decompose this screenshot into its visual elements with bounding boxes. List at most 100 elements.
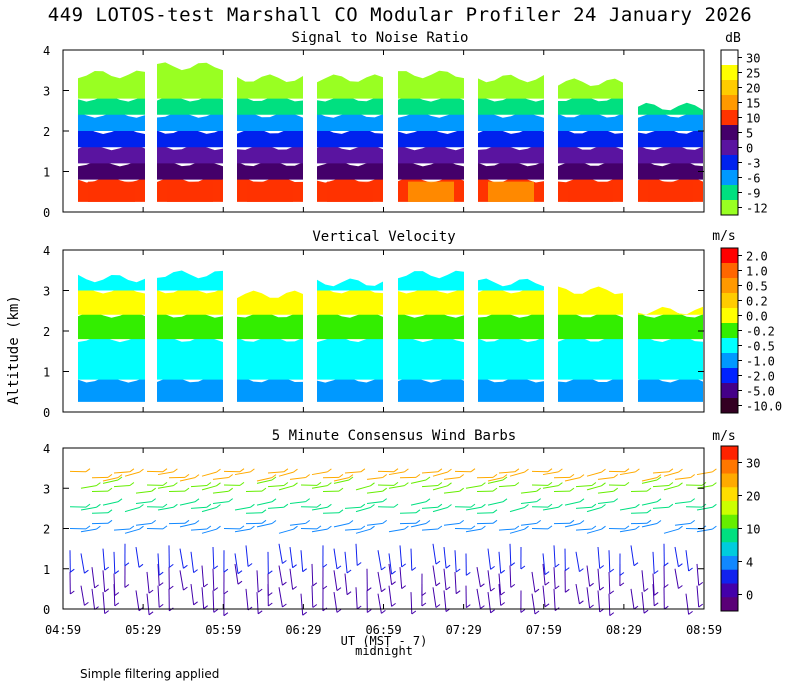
wind-barb-flag (261, 487, 267, 492)
heatmap-cell (317, 160, 383, 180)
colorbar-swatch (721, 50, 738, 66)
heatmap-cell (408, 181, 454, 202)
wind-barb-flag (203, 583, 208, 588)
wind-barb-flag (492, 519, 498, 524)
wind-barb-flag (327, 482, 332, 487)
wind-barb-flag (382, 520, 388, 524)
wind-barb-flag (117, 474, 123, 479)
heatmap-cell (478, 111, 544, 131)
wind-barb-flag (158, 582, 164, 586)
wind-barb-flag (599, 565, 605, 569)
wind-barb (619, 506, 636, 511)
wind-barb-flag (151, 498, 156, 503)
wind-barb (674, 477, 691, 480)
wind-barb (278, 543, 283, 564)
wind-barb-flag (437, 468, 443, 473)
wind-barb (278, 485, 294, 491)
wind-barb-flag (455, 568, 461, 573)
wind-barb (476, 588, 481, 609)
wind-barb (311, 585, 314, 608)
wind-barb-flag (514, 468, 520, 473)
wind-barb (410, 479, 427, 484)
x-tick-label: 06:59 (365, 623, 401, 637)
wind-barb-flag (305, 498, 311, 503)
wind-barb-flag (129, 525, 135, 530)
wind-barb-flag (85, 525, 91, 530)
wind-barb (641, 592, 645, 614)
wind-barb-flag (613, 498, 619, 503)
wind-barb-flag (459, 520, 465, 524)
y-tick-label: 3 (43, 85, 50, 99)
wind-barb (102, 501, 119, 506)
wind-barb-flag (162, 503, 168, 508)
colorbar-swatch (721, 446, 738, 461)
wind-barb (399, 567, 403, 589)
wind-barb (696, 471, 713, 476)
wind-barb-flag (524, 468, 529, 473)
wind-barb-flag (624, 525, 630, 530)
wind-barb (256, 477, 273, 482)
x-tick-label: 04:59 (45, 623, 81, 637)
wind-barb-flag (96, 525, 101, 530)
wind-barb (256, 570, 259, 593)
wind-barb-flag (336, 587, 342, 591)
wind-barb-flag (348, 474, 354, 479)
colorbar-label: 20 (746, 490, 760, 504)
wind-barb (190, 506, 207, 509)
wind-barb (234, 563, 239, 585)
colorbar-swatch (721, 293, 738, 309)
wind-barb-flag (524, 525, 529, 530)
wind-barb (586, 507, 602, 513)
wind-barb-flag (547, 481, 553, 486)
wind-barb-flag (564, 588, 570, 593)
wind-barb-flag (158, 604, 164, 608)
wind-barb (443, 568, 447, 590)
wind-barb (157, 585, 160, 608)
wind-barb-flag (184, 519, 190, 524)
wind-barb (432, 565, 437, 586)
wind-barb (421, 506, 438, 509)
wind-barb-flag (382, 487, 388, 492)
wind-barb (443, 522, 460, 526)
wind-barb-flag (425, 498, 431, 503)
filter-footnote: Simple filtering applied (80, 667, 220, 681)
wind-barb (311, 563, 314, 586)
wind-barb-flag (381, 610, 386, 614)
heatmap-cell (638, 144, 703, 164)
wind-barb-flag (589, 604, 594, 609)
wind-barb (388, 553, 393, 575)
wind-barb (234, 553, 239, 574)
wind-barb-flag (283, 503, 289, 508)
heatmap-cell (488, 181, 534, 202)
wind-barb (509, 565, 512, 588)
wind-barb (113, 528, 130, 531)
heatmap-cell (398, 376, 464, 402)
wind-barb (377, 550, 382, 570)
wind-barb (256, 479, 273, 484)
wind-barb-flag (502, 474, 508, 479)
wind-barb (212, 490, 229, 494)
wind-barb (520, 522, 537, 526)
colorbar-label: 10 (746, 523, 760, 537)
wind-barb-flag (653, 591, 659, 596)
heatmap-cell (398, 160, 464, 180)
wind-barb-flag (173, 468, 178, 473)
wind-barb (234, 528, 251, 533)
colorbar-swatch (721, 368, 738, 384)
wind-barb-flag (514, 525, 520, 530)
wind-barb (443, 546, 447, 569)
wind-barb (179, 523, 196, 528)
wind-barb-flag (564, 567, 570, 571)
wind-barb-flag (633, 562, 639, 567)
wind-barb-flag (421, 592, 427, 596)
wind-barb (333, 477, 350, 482)
heatmap-cell (398, 287, 464, 315)
colorbar-swatch (721, 597, 738, 612)
wind-barb (410, 501, 427, 506)
wind-barb (311, 485, 328, 489)
wind-barb (190, 485, 207, 488)
y-tick-label: 0 (43, 603, 50, 617)
wind-barb-flag (635, 525, 640, 530)
wind-barb-flag (162, 525, 168, 530)
wind-barb (531, 571, 536, 593)
